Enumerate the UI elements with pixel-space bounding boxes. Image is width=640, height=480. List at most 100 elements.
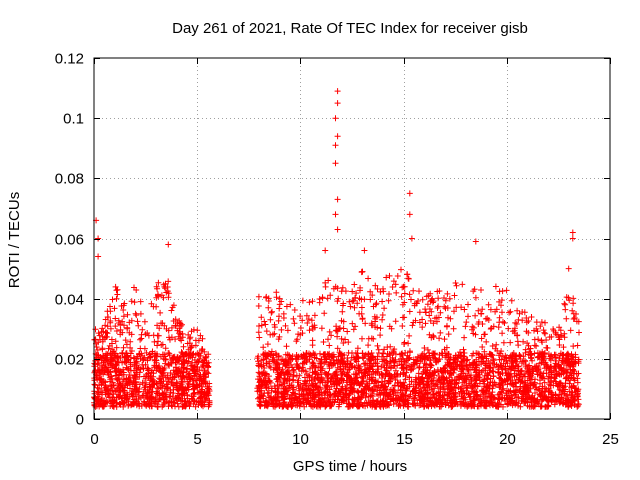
- data-point: [543, 344, 550, 351]
- data-point: [427, 373, 434, 380]
- data-point: [313, 355, 320, 362]
- data-point: [399, 314, 406, 321]
- data-point: [381, 346, 388, 353]
- data-point: [322, 247, 329, 254]
- data-point: [533, 343, 540, 349]
- data-point: [381, 390, 388, 397]
- data-point: [430, 320, 437, 327]
- data-point: [140, 357, 146, 364]
- data-point: [162, 285, 169, 292]
- data-point: [112, 338, 119, 345]
- data-point: [265, 295, 272, 302]
- data-point: [99, 365, 106, 372]
- data-point: [112, 323, 119, 330]
- data-point: [485, 358, 492, 364]
- data-point: [476, 369, 483, 376]
- data-point: [485, 301, 492, 308]
- data-point: [472, 238, 479, 245]
- data-point: [353, 402, 360, 409]
- data-point: [167, 393, 174, 400]
- data-point: [512, 352, 518, 359]
- data-point: [495, 352, 502, 359]
- data-point: [355, 396, 362, 403]
- data-point: [347, 360, 354, 367]
- data-point: [95, 253, 102, 260]
- data-point: [522, 373, 529, 380]
- data-point: [365, 342, 372, 349]
- data-point: [183, 374, 190, 381]
- data-point: [508, 297, 515, 304]
- data-point: [201, 391, 208, 398]
- data-point: [517, 383, 524, 390]
- data-point: [166, 350, 173, 357]
- data-point: [339, 308, 346, 315]
- data-point: [426, 331, 433, 338]
- data-point: [541, 379, 548, 386]
- data-point: [276, 364, 283, 371]
- data-point: [274, 361, 281, 368]
- data-point: [318, 377, 325, 384]
- data-point: [531, 350, 538, 357]
- data-point: [134, 318, 141, 325]
- data-point: [196, 399, 203, 406]
- data-point: [423, 309, 429, 316]
- data-point: [446, 391, 453, 397]
- data-point: [174, 400, 181, 407]
- data-point: [559, 400, 566, 407]
- data-point: [120, 313, 127, 320]
- data-point: [503, 392, 510, 399]
- data-point: [340, 340, 347, 346]
- data-point: [157, 384, 164, 391]
- data-point: [566, 380, 573, 387]
- data-point: [268, 385, 275, 392]
- data-point: [313, 383, 319, 390]
- data-point: [362, 360, 369, 367]
- data-point: [104, 323, 111, 330]
- data-point: [473, 366, 480, 373]
- data-point: [265, 383, 272, 390]
- data-point: [276, 305, 283, 312]
- data-point: [520, 353, 527, 360]
- data-point: [437, 385, 444, 392]
- data-point: [137, 345, 144, 352]
- data-point: [187, 363, 194, 369]
- data-point: [551, 363, 558, 370]
- data-point: [447, 400, 454, 407]
- data-point: [530, 382, 537, 389]
- data-point: [139, 326, 146, 333]
- data-point: [487, 306, 494, 313]
- data-point: [461, 375, 468, 382]
- data-point: [493, 306, 500, 313]
- data-point: [304, 356, 311, 362]
- data-point: [550, 326, 557, 333]
- data-point: [566, 388, 573, 395]
- data-point: [344, 373, 351, 379]
- data-point: [202, 355, 209, 361]
- data-point: [185, 346, 192, 353]
- data-point: [319, 294, 326, 301]
- data-point: [326, 386, 333, 393]
- data-point: [262, 321, 269, 328]
- data-point: [570, 316, 577, 322]
- data-point: [374, 363, 381, 369]
- data-point: [374, 368, 381, 375]
- data-point: [299, 317, 306, 324]
- data-point: [493, 403, 500, 410]
- data-point: [291, 320, 298, 327]
- data-point: [465, 313, 471, 320]
- data-point: [434, 398, 441, 405]
- data-point: [322, 279, 329, 286]
- data-point: [305, 316, 312, 323]
- data-point: [357, 367, 364, 374]
- data-point: [520, 391, 527, 398]
- data-point: [384, 392, 391, 399]
- data-point: [572, 359, 579, 366]
- data-point: [482, 394, 489, 401]
- data-point: [118, 382, 125, 389]
- data-point: [422, 387, 429, 393]
- data-point: [107, 303, 113, 310]
- data-point: [553, 396, 560, 403]
- data-point: [315, 389, 322, 396]
- data-point: [276, 313, 282, 320]
